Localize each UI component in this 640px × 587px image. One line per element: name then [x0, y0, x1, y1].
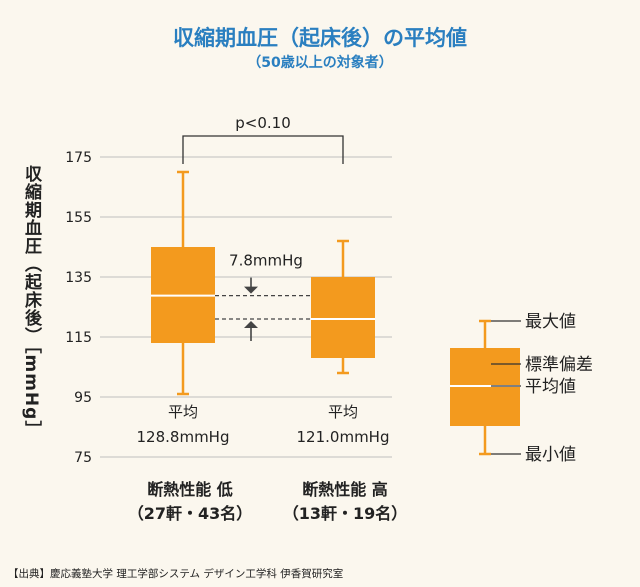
significance-label: p<0.10 [235, 114, 291, 132]
chart-title: 収縮期血圧（起床後）の平均値 [173, 26, 467, 50]
significance-bracket [182, 135, 344, 164]
mean-label: 平均 [328, 403, 358, 421]
category-label-high: 断熱性能 高 （13軒・19名） [265, 478, 425, 526]
mean-value-label: 128.8mmHg [137, 428, 230, 446]
category-label-low: 断熱性能 低 （27軒・43名） [110, 478, 270, 526]
category-high-line2: （13軒・19名） [282, 504, 408, 523]
category-low-line2: （27軒・43名） [127, 504, 253, 523]
y-tick-label: 175 [65, 150, 92, 166]
sd-box [311, 277, 375, 358]
arrow-up-head [244, 321, 258, 328]
y-axis-label: 収縮期血圧（起床後）［mmHg］ [21, 165, 41, 439]
legend-label: 平均値 [525, 377, 576, 397]
legend-label: 最大値 [525, 312, 576, 332]
y-tick-label: 115 [65, 330, 92, 346]
mean-label: 平均 [168, 403, 198, 421]
y-tick-label: 155 [65, 210, 92, 226]
y-tick-label: 75 [74, 450, 92, 466]
mean-value-label: 121.0mmHg [297, 428, 390, 446]
category-low-line1: 断熱性能 低 [147, 480, 233, 499]
legend-label: 標準偏差 [525, 355, 593, 375]
source-note: 【出典】慶応義塾大学 理工学部システム デザイン工学科 伊香賀研究室 [8, 568, 344, 580]
chart-subtitle: （50歳以上の対象者） [247, 55, 393, 71]
difference-label: 7.8mmHg [229, 252, 303, 270]
category-high-line1: 断熱性能 高 [302, 480, 388, 499]
arrow-down-head [244, 286, 258, 294]
y-tick-label: 135 [65, 270, 92, 286]
y-tick-label: 95 [74, 390, 92, 406]
legend-label: 最小値 [525, 445, 576, 465]
